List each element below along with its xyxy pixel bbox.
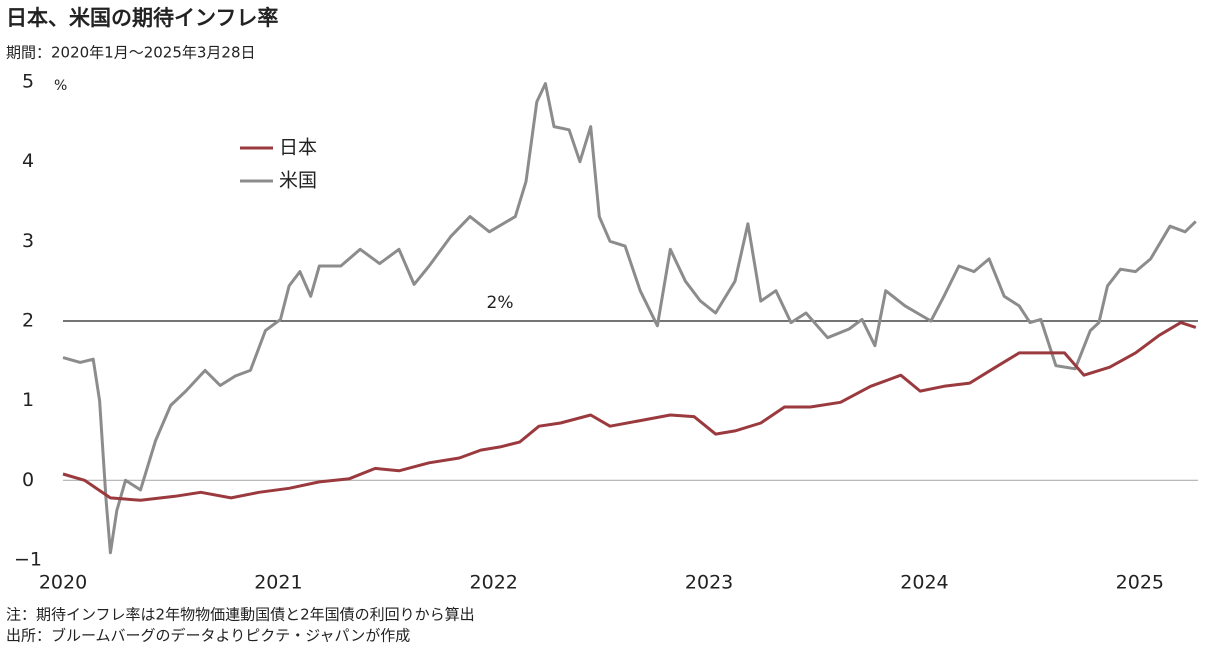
y-tick-label: 4 xyxy=(22,150,34,172)
y-tick-label: 5 xyxy=(22,71,34,93)
reference-label: 2% xyxy=(487,293,514,313)
x-tick-label: 2023 xyxy=(685,572,733,594)
y-tick-label: 0 xyxy=(22,469,34,491)
x-tick-label: 2020 xyxy=(39,572,87,594)
chart-title: 日本、米国の期待インフレ率 xyxy=(6,6,278,30)
note: 注：期待インフレ率は2年物物価連動国債と2年国債の利回りから算出 xyxy=(6,606,475,624)
x-tick-label: 2021 xyxy=(254,572,302,594)
y-tick-label: 1 xyxy=(22,389,34,411)
x-tick-label: 2022 xyxy=(470,572,518,594)
y-unit: % xyxy=(54,78,67,94)
legend-label: 米国 xyxy=(279,170,317,192)
legend-label: 日本 xyxy=(279,137,317,159)
y-tick-label: 2 xyxy=(22,310,34,332)
source: 出所：ブルームバーグのデータよりピクテ・ジャパンが作成 xyxy=(6,627,410,645)
series-line xyxy=(62,321,1197,502)
y-tick-label: 3 xyxy=(22,230,34,252)
y-tick-label: −1 xyxy=(14,549,42,571)
x-tick-label: 2025 xyxy=(1116,572,1164,594)
chart-subtitle: 期間：2020年1月～2025年3月28日 xyxy=(6,44,256,62)
series-line xyxy=(62,82,1197,555)
x-tick-label: 2024 xyxy=(900,572,948,594)
